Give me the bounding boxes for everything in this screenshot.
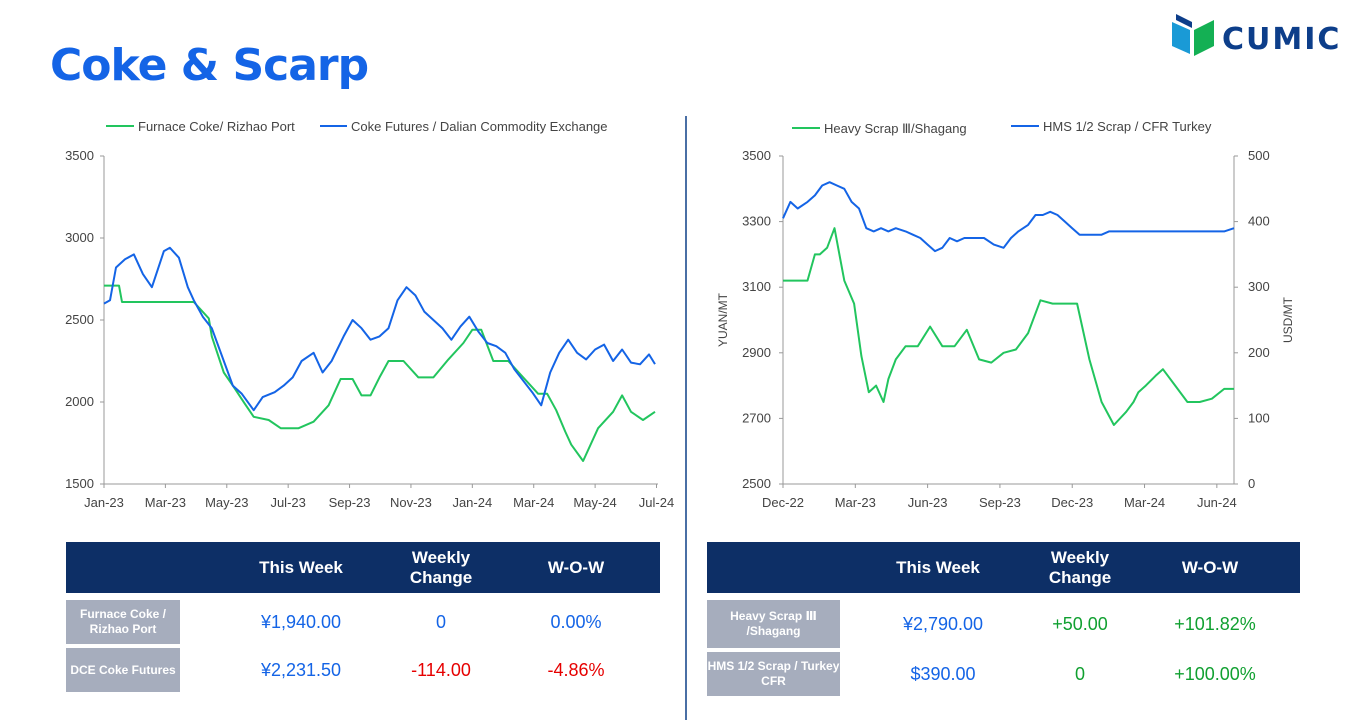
row-change: 0 [1074, 663, 1085, 684]
brand-logo: CUMIC [1170, 12, 1350, 68]
x-tick-label: Jun-23 [908, 495, 948, 510]
row-label: HMS 1/2 Scrap / Turkey CFR [707, 652, 840, 696]
x-tick-label: Dec-22 [762, 495, 804, 510]
y-tick-label: 2900 [742, 345, 771, 360]
chart-coke: 1500 2000 2500 3000 3500 Jan-23 Mar-23 May-23 Ju… [65, 119, 674, 510]
table-header: This Week Weekly Change W-O-W [707, 542, 1300, 593]
y-tick-label: 2500 [742, 476, 771, 491]
y-tick-label: 2500 [65, 312, 94, 327]
series-heavy-scrap [783, 227, 1234, 426]
y2-axis-label: USD/MT [1281, 296, 1295, 343]
row-wow: +100.00% [1174, 663, 1256, 684]
table-header: This Week Weekly Change W-O-W [66, 542, 660, 593]
x-tick-label: Jan-23 [84, 495, 124, 510]
x-tick-label: Jan-24 [452, 495, 492, 510]
y-tick-label: 3000 [65, 230, 94, 245]
x-tick-label: Sep-23 [329, 495, 371, 510]
legend-label: HMS 1/2 Scrap / CFR Turkey [1043, 119, 1212, 134]
y2-tick-label: 400 [1248, 214, 1270, 229]
legend-label: Heavy Scrap Ⅲ/Shagang [824, 121, 967, 136]
y2-tick-label: 0 [1248, 476, 1255, 491]
y-tick-label: 2000 [65, 394, 94, 409]
cumic-logo-icon [1172, 14, 1214, 56]
x-tick-label: Sep-23 [979, 495, 1021, 510]
series-coke-futures [103, 246, 656, 412]
y-tick-label: 3500 [65, 148, 94, 163]
y-tick-label: 2700 [742, 410, 771, 425]
row-label: DCE Coke Futures [66, 648, 180, 692]
row-this-week: ¥1,940.00 [260, 611, 342, 632]
chart-scrap: 2500 2700 2900 3100 3300 3500 0 100 200 300 400 500… [716, 119, 1295, 510]
y2-tick-label: 200 [1248, 345, 1270, 360]
header-wow: W-O-W [1181, 557, 1239, 577]
row-wow: +101.82% [1174, 613, 1256, 634]
x-tick-label: Dec-23 [1051, 495, 1093, 510]
panel-divider [685, 116, 687, 720]
row-wow: 0.00% [550, 611, 602, 632]
x-tick-label: May-23 [205, 495, 248, 510]
x-tick-label: Mar-23 [835, 495, 876, 510]
header-weekly-change: Weekly Change [409, 547, 473, 587]
y-tick-label: 3300 [742, 214, 771, 229]
row-this-week: ¥2,790.00 [902, 613, 984, 634]
header-this-week: This Week [896, 557, 980, 577]
y2-tick-label: 500 [1248, 148, 1270, 163]
row-change: -114.00 [411, 659, 471, 680]
row-this-week: ¥2,231.50 [260, 659, 342, 680]
header-wow: W-O-W [547, 557, 605, 577]
x-tick-label: Mar-24 [513, 495, 554, 510]
legend-label: Furnace Coke/ Rizhao Port [138, 119, 295, 134]
series-hms-scrap [782, 181, 1235, 253]
y-axis-label: YUAN/MT [716, 292, 730, 347]
y-tick-label: 1500 [65, 476, 94, 491]
x-tick-label: Jul-24 [639, 495, 674, 510]
y-tick-label: 3500 [742, 148, 771, 163]
y-tick-label: 3100 [742, 279, 771, 294]
y2-tick-label: 100 [1248, 410, 1270, 425]
x-tick-label: May-24 [573, 495, 616, 510]
row-label: Furnace Coke / Rizhao Port [66, 600, 180, 644]
y2-tick-label: 300 [1248, 279, 1270, 294]
series-furnace-coke [104, 284, 656, 462]
row-change: 0 [435, 611, 446, 632]
row-label: Heavy Scrap Ⅲ /Shagang [707, 600, 840, 648]
x-tick-label: Jun-24 [1197, 495, 1237, 510]
x-tick-label: Nov-23 [390, 495, 432, 510]
legend-label: Coke Futures / Dalian Commodity Exchange [351, 119, 608, 134]
row-this-week: $390.00 [910, 663, 976, 684]
page-title: Coke & Scarp [50, 40, 369, 91]
x-tick-label: Mar-23 [145, 495, 186, 510]
row-change: +50.00 [1052, 613, 1108, 634]
x-tick-label: Jul-23 [270, 495, 305, 510]
logo-text: CUMIC [1222, 22, 1342, 57]
header-this-week: This Week [259, 557, 343, 577]
row-wow: -4.86% [547, 659, 605, 680]
x-tick-label: Mar-24 [1124, 495, 1165, 510]
header-weekly-change: Weekly Change [1048, 547, 1112, 587]
